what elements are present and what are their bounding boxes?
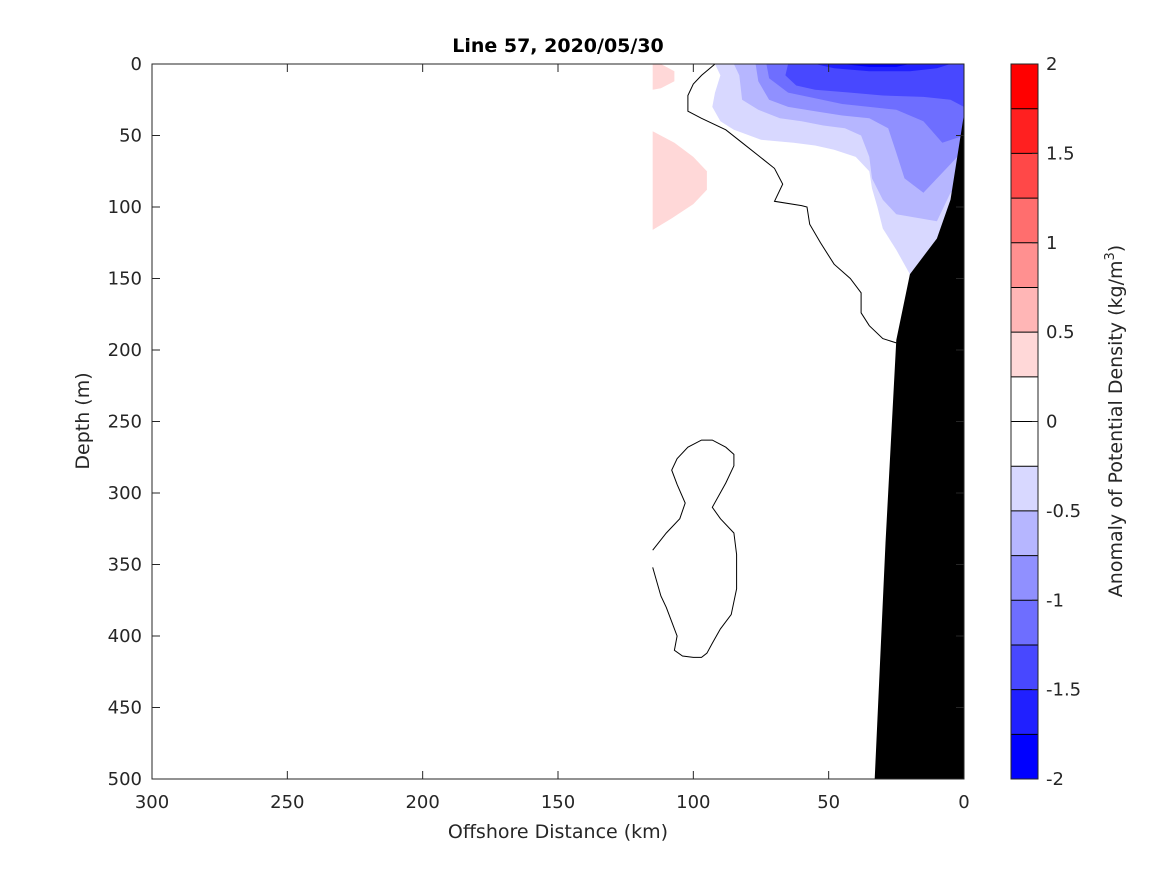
x-axis: 300 250 200 150 100 50 0 (135, 64, 970, 813)
colorbar-tick-label: 0.5 (1046, 322, 1075, 343)
x-tick-label: 300 (135, 792, 169, 813)
y-axis: 0 50 100 150 200 250 300 350 400 450 500 (108, 54, 964, 790)
zero-contour-deep (652, 439, 738, 658)
y-tick-label: 100 (108, 197, 142, 218)
y-tick-label: 200 (108, 340, 142, 361)
colorbar-segment (1011, 421, 1038, 467)
colorbar-tick-label: 1 (1046, 233, 1057, 254)
x-tick-label: 200 (405, 792, 439, 813)
colorbar-segment (1011, 734, 1038, 779)
y-tick-label: 500 (108, 769, 142, 790)
colorbar-segment (1011, 466, 1038, 511)
y-axis-label: Depth (m) (72, 372, 94, 469)
colorbar-segment (1011, 198, 1038, 243)
colorbar-label-text: Anomaly of Potential Density (kg/m (1105, 261, 1127, 598)
colorbar-segment (1011, 600, 1038, 645)
colorbar-label-end: ) (1105, 245, 1127, 252)
colorbar-segment (1011, 153, 1038, 199)
colorbar-tick-label: -1 (1046, 590, 1064, 611)
colorbar-segment (1011, 376, 1038, 422)
colorbar-tick-label: -0.5 (1046, 501, 1081, 522)
zero-contour-main (687, 64, 897, 344)
colorbar-tick-label: 2 (1046, 54, 1057, 75)
y-tick-label: 300 (108, 483, 142, 504)
colorbar-tick-label: -1.5 (1046, 680, 1081, 701)
negative-anomaly-150 (815, 64, 951, 72)
contour-lines (652, 64, 897, 658)
colorbar-label-superscript: 3 (1103, 252, 1118, 260)
colorbar-segment (1011, 555, 1038, 601)
seafloor (874, 114, 964, 779)
negative-anomaly-125 (785, 64, 964, 107)
y-tick-label: 0 (131, 54, 142, 75)
x-axis-label: Offshore Distance (km) (448, 821, 668, 843)
positive-anomaly-subsurface (652, 131, 707, 230)
colorbar-segment (1011, 64, 1038, 109)
y-tick-label: 150 (108, 269, 142, 290)
chart-title: Line 57, 2020/05/30 (452, 35, 664, 57)
x-tick-label: 250 (270, 792, 304, 813)
colorbar-segment (1011, 644, 1038, 690)
positive-anomaly-surface (652, 64, 675, 90)
colorbar: 2 1.5 1 0.5 0 -0.5 -1 -1.5 -2 (1010, 54, 1081, 790)
colorbar-tick-label: 0 (1046, 412, 1057, 433)
colorbar-segment (1011, 332, 1038, 377)
axes-background (152, 64, 964, 779)
bathymetry (874, 114, 964, 779)
y-tick-label: 250 (108, 412, 142, 433)
colorbar-segment (1011, 242, 1038, 288)
filled-contours (652, 64, 964, 275)
y-tick-label: 400 (108, 626, 142, 647)
colorbar-segment (1011, 108, 1038, 154)
y-tick-label: 450 (108, 698, 142, 719)
colorbar-tick-label: -2 (1046, 769, 1064, 790)
y-tick-label: 350 (108, 555, 142, 576)
x-tick-label: 0 (958, 792, 969, 813)
colorbar-segment (1011, 287, 1038, 333)
colorbar-label: Anomaly of Potential Density (kg/m3) (1103, 245, 1127, 597)
y-tick-label: 50 (119, 126, 142, 147)
negative-anomaly-175 (842, 64, 910, 67)
x-tick-label: 100 (676, 792, 710, 813)
colorbar-tick-label: 1.5 (1046, 143, 1075, 164)
colorbar-segment (1011, 510, 1038, 556)
x-tick-label: 50 (817, 792, 840, 813)
x-tick-label: 150 (541, 792, 575, 813)
colorbar-segment (1011, 689, 1038, 735)
